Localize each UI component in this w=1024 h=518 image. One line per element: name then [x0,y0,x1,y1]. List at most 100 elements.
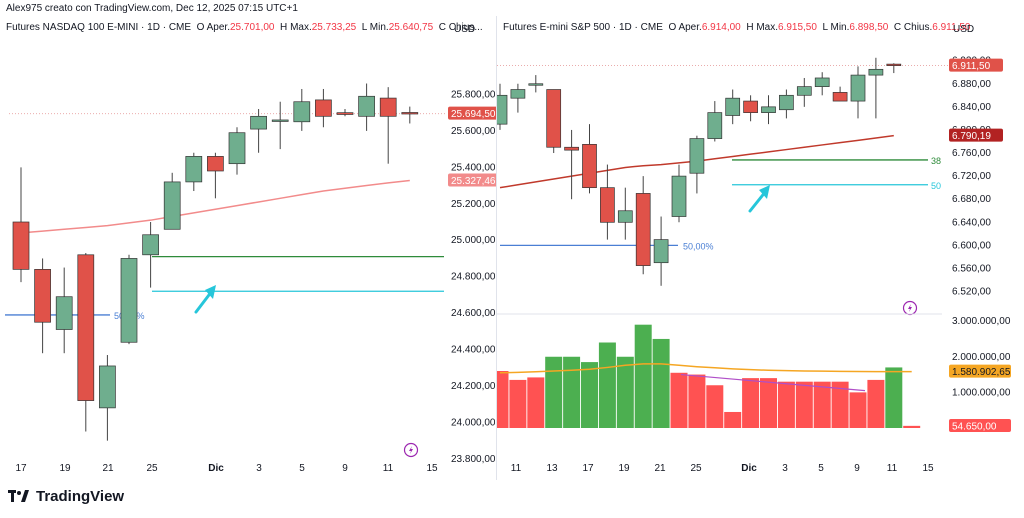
nasdaq-price-label-bg [448,173,502,187]
sp500-open: 6.914,00 [701,22,741,33]
sp500-volume-label: 1.580.902,65 [952,367,1011,378]
sp500-volume-bar [813,381,831,428]
nasdaq-x-tick: 19 [59,463,71,474]
sp500-volume-bar [527,377,545,428]
nasdaq-candle [358,95,375,117]
sp500-candle [779,94,794,111]
sp500-volume-y-tick: 2.000.000,00 [952,352,1011,363]
nasdaq-candle [34,269,51,323]
sp500-candle [582,144,597,189]
sp500-candle [689,138,705,174]
nasdaq-y-tick: 24.600,00 [451,308,496,319]
nasdaq-y-tick: 24.000,00 [451,417,496,428]
nasdaq-lightning-bolt [409,446,413,454]
tradingview-logo-icon [8,489,30,504]
nasdaq-candle [336,112,354,115]
sp500-volume-bar [616,356,634,428]
sp500-volume-bar [509,379,527,428]
nasdaq-chart-panel[interactable]: Futures NASDAQ 100 E-MINI · 1D · CME O A… [0,16,502,480]
sp500-candle [707,112,723,139]
sp500-close: 6.911,50 [932,22,971,33]
sp500-volume-label-bg [949,419,1011,433]
nasdaq-candle [77,254,95,401]
nasdaq-candle [401,112,419,115]
sp500-y-tick: 6.680,00 [952,194,991,205]
sp500-candle [671,175,687,217]
nasdaq-trend-arrowhead [205,285,216,299]
sp500-y-tick: 6.720,00 [952,171,991,182]
sp500-trend-arrowhead [759,185,770,199]
nasdaq-candle [99,365,116,409]
sp500-volume-bar [706,385,724,428]
sp500-volume-bar [598,342,616,428]
sp500-volume-bar [777,381,795,428]
sp500-y-tick: 6.880,00 [952,79,991,90]
sp500-chart-svg[interactable]: 6.520,00 6.560,00 6.600,00 6.640,00 6.680,00… [488,16,1024,480]
sp500-x-tick: 15 [922,463,934,474]
sp500-volume-bar [849,392,867,428]
sp500-volume-label: 54.650,00 [952,422,997,433]
sp500-x-tick: 21 [654,463,666,474]
sp500-x-tick: 5 [818,463,824,474]
sp500-x-tick: 19 [618,463,630,474]
sp500-candle [796,86,812,96]
sp500-x-tick: 11 [887,463,898,474]
nasdaq-candle [120,258,138,343]
panel-divider [496,16,497,480]
sp500-volume-bar [724,411,742,428]
sp500-volume-label-bg [949,364,1011,378]
sp500-low: 6.898,50 [849,22,889,33]
sp500-high: 6.915,50 [778,22,817,33]
tradingview-brand[interactable]: TradingView [36,488,125,505]
sp500-volume-bar [795,381,813,428]
nasdaq-y-tick: 25.200,00 [451,199,496,210]
footer: TradingView [8,488,124,505]
sp500-y-tick: 6.840,00 [952,102,991,113]
sp500-volume-bar [581,362,598,428]
sp500-x-tick: Dic [741,463,757,474]
sp500-candle [546,89,562,148]
sp500-price-label-bg [949,58,1003,72]
sp500-volume-bar [634,324,652,428]
nasdaq-candle [293,101,311,123]
sp500-candle [743,100,758,113]
sp500-volume-bar [670,372,688,428]
sp500-volume-trendline [680,373,866,392]
nasdaq-y-tick: 24.400,00 [451,345,496,356]
sp500-volume-bar [545,356,563,428]
sp500-level-label: 38 [931,156,941,166]
nasdaq-y-tick: 25.800,00 [451,89,496,100]
nasdaq-symbol: Futures NASDAQ 100 E-MINI · 1D · CME [6,22,192,33]
sp500-candle [832,92,848,102]
sp500-currency: USD [953,24,975,35]
nasdaq-x-tick: 9 [342,463,348,474]
sp500-volume-bar [867,379,885,428]
nasdaq-x-tick: 15 [426,463,438,474]
sp500-candle [725,97,741,116]
sp500-candle [886,63,902,66]
nasdaq-title: Futures NASDAQ 100 E-MINI · 1D · CME O A… [6,22,483,33]
nasdaq-price-label: 25.694,50 [451,109,496,120]
nasdaq-y-tick: 23.800,00 [451,454,496,465]
sp500-volume-y-tick: 1.000.000,00 [952,387,1011,398]
sp500-candle [510,89,526,99]
sp500-chart-panel[interactable]: Futures E-mini S&P 500 · 1D · CME O Aper… [488,16,1024,480]
nasdaq-x-tick: 17 [15,463,27,474]
sp500-volume-bar [688,374,706,428]
nasdaq-high: 25.733,25 [311,22,357,33]
sp500-x-tick: 13 [546,463,558,474]
sp500-title: Futures E-mini S&P 500 · 1D · CME O Aper… [503,22,971,33]
sp500-volume-bar [563,356,581,428]
nasdaq-candle [271,119,289,122]
sp500-price-label: 6.911,50 [952,61,991,72]
sp500-price-label: 6.790,19 [952,131,991,142]
sp500-volume-bar [885,367,903,428]
sp500-candle [761,106,776,113]
sp500-candle [850,74,866,102]
nasdaq-low: 25.640,75 [388,22,434,33]
nasdaq-x-tick: 3 [256,463,262,474]
nasdaq-x-tick: Dic [208,463,224,474]
nasdaq-y-tick: 25.400,00 [451,162,496,173]
nasdaq-chart-svg[interactable]: 23.800,00 24.000,00 24.200,00 24.400,00 24.6… [0,16,502,480]
sp500-candle [653,239,669,264]
